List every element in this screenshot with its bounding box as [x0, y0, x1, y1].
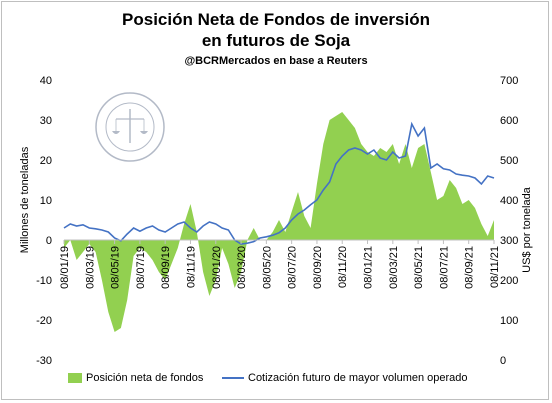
- y-right-tick-label: 200: [500, 275, 518, 287]
- x-tick-label: 08/07/20: [287, 246, 299, 289]
- series-area-posicion-neta: [64, 112, 494, 332]
- legend-item-line: Cotización futuro de mayor volumen opera…: [222, 372, 468, 384]
- legend-swatch-area: [68, 373, 82, 383]
- legend-item-area: Posición neta de fondos: [68, 372, 203, 384]
- legend-label-line: Cotización futuro de mayor volumen opera…: [248, 372, 468, 384]
- y-right-tick-label: 700: [500, 75, 518, 87]
- y-left-tick-label: -20: [36, 315, 52, 327]
- x-tick-label: 08/05/19: [110, 246, 122, 289]
- x-tick-label: 08/11/20: [337, 246, 349, 288]
- x-tick-label: 08/05/21: [413, 246, 425, 289]
- x-tick-label: 08/07/19: [135, 246, 147, 289]
- chart-title: Posición Neta de Fondos de inversión: [122, 10, 430, 29]
- chart-subtitle: @BCRMercados en base a Reuters: [184, 55, 368, 67]
- y-right-tick-label: 400: [500, 195, 518, 207]
- bolsa-seal-watermark: [95, 92, 165, 162]
- y-left-tick-label: -30: [36, 355, 52, 367]
- x-tick-label: 08/09/20: [312, 246, 324, 289]
- x-tick-label: 08/01/20: [211, 246, 223, 289]
- y-left-tick-label: 20: [40, 155, 52, 167]
- x-tick-label: 08/05/20: [261, 246, 273, 289]
- x-tick-label: 08/03/21: [388, 246, 400, 289]
- y-right-tick-label: 100: [500, 315, 518, 327]
- x-tick-label: 08/09/21: [464, 246, 476, 289]
- y-left-tick-label: 10: [40, 195, 52, 207]
- x-tick-label: 08/03/20: [236, 246, 248, 289]
- x-tick-label: 08/09/19: [160, 246, 172, 289]
- y-left-tick-label: 40: [40, 75, 52, 87]
- chart-title-line2: en futuros de Soja: [201, 31, 351, 50]
- x-tick-label: 08/01/21: [363, 246, 375, 289]
- y-right-tick-label: 300: [500, 235, 518, 247]
- series-line-cotizacion: [63, 121, 495, 245]
- y-right-tick-label: 500: [500, 155, 518, 167]
- legend-label-area: Posición neta de fondos: [86, 372, 204, 384]
- x-tick-label: 08/01/19: [59, 246, 71, 289]
- legend-swatch-line: [222, 377, 244, 379]
- x-tick-label: 08/11/19: [185, 246, 197, 288]
- y-right-tick-label: 600: [500, 115, 518, 127]
- y-left-tick-label: 0: [46, 235, 52, 247]
- x-tick-label: 08/03/19: [84, 246, 96, 289]
- y-left-tick-label: -10: [36, 275, 52, 287]
- x-tick-label: 08/11/21: [489, 246, 501, 288]
- ylabel-left: Millones de toneladas: [19, 146, 31, 253]
- y-right-tick-label: 0: [500, 355, 506, 367]
- y-left-tick-label: 30: [40, 115, 52, 127]
- x-tick-label: 08/07/21: [438, 246, 450, 289]
- ylabel-right: US$ por tonelada: [521, 186, 533, 272]
